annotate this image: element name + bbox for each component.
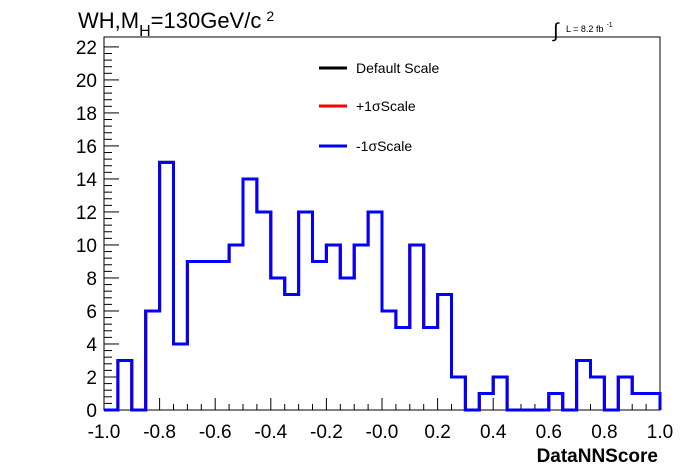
legend: Default Scale +1σScale -1σScale	[319, 60, 439, 154]
title-pre: WH,M	[78, 8, 139, 33]
lumi-text: L = 8.2 fb	[566, 24, 603, 34]
x-tick-label: 0.6	[536, 422, 562, 443]
y-tick-label: 18	[76, 104, 97, 125]
legend-label: +1σScale	[356, 98, 416, 114]
lumi-integral-sign: ∫	[552, 20, 560, 42]
title-superscript: 2	[266, 8, 274, 24]
y-tick-label: 10	[76, 236, 97, 257]
x-tick-label: -0.4	[254, 422, 287, 443]
legend-label: -1σScale	[356, 138, 412, 154]
legend-label: Default Scale	[356, 60, 439, 76]
x-tick-label: -0.6	[199, 422, 232, 443]
y-tick-label: 22	[76, 38, 97, 59]
y-tick-label: 12	[76, 203, 97, 224]
x-tick-label: 0.4	[480, 422, 507, 443]
series-group	[104, 160, 662, 412]
x-axis-title: DataNNScore	[537, 446, 658, 467]
title-mid: =130GeV/c	[151, 8, 262, 33]
title-subscript: H	[139, 23, 151, 40]
series-line-2	[104, 160, 662, 412]
x-tick-label: 0.8	[591, 422, 617, 443]
lumi-label: L = 8.2 fb -1	[566, 22, 613, 34]
y-tick-label: 16	[76, 137, 97, 158]
x-tick-label: -0.0	[366, 422, 399, 443]
x-tick-label: 1.0	[647, 422, 673, 443]
x-tick-label: -0.2	[310, 422, 343, 443]
chart-title: WH,MH=130GeV/c 2	[78, 8, 274, 40]
y-tick-label: 0	[86, 401, 97, 422]
x-tick-label: -1.0	[88, 422, 121, 443]
x-tick-label: -0.8	[143, 422, 176, 443]
x-tick-label: 0.2	[424, 422, 450, 443]
y-axis: 0 2 4 6 8 10 12 14 16 18 20 22	[76, 38, 119, 422]
y-tick-label: 8	[86, 269, 97, 290]
y-tick-label: 6	[86, 302, 97, 323]
x-axis: -1.0 -0.8 -0.6 -0.4 -0.2 -0.0 0.2 0.4 0.6 0.8 1.0	[88, 398, 673, 443]
y-tick-label: 4	[86, 335, 97, 356]
lumi-superscript: -1	[606, 22, 612, 29]
y-tick-label: 20	[76, 71, 97, 92]
y-tick-label: 2	[86, 368, 97, 389]
y-tick-label: 14	[76, 170, 98, 191]
